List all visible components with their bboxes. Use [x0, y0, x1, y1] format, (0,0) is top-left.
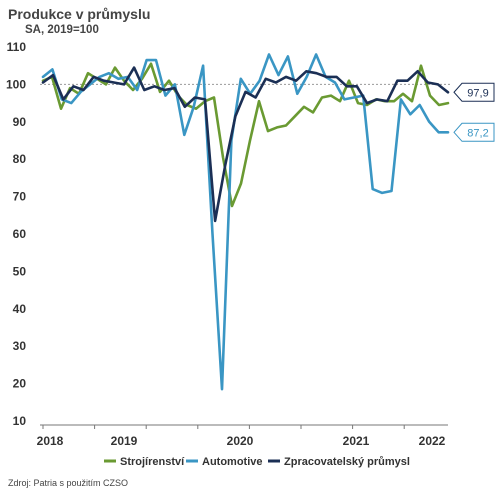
end-label: 87,2 [453, 122, 495, 142]
x-tick-label: 2019 [111, 434, 138, 448]
x-tick-label: 2021 [343, 434, 370, 448]
legend-item: Strojírenství [104, 456, 185, 468]
y-tick-label: 50 [13, 264, 27, 278]
y-tick-label: 100 [6, 77, 26, 91]
x-tick-label: 2020 [227, 434, 254, 448]
y-tick-label: 90 [13, 115, 27, 129]
legend-item: Automotive [186, 456, 263, 468]
y-tick-label: 70 [13, 190, 27, 204]
chart-source: Zdroj: Patria s použitím CZSO [8, 478, 129, 488]
y-tick-label: 110 [7, 40, 27, 54]
legend-label: Zpracovatelský průmysl [284, 456, 410, 468]
y-tick-label: 80 [13, 152, 27, 166]
x-tick-label: 2018 [37, 434, 64, 448]
end-label-text: 97,9 [467, 87, 488, 99]
x-tick-label: 2022 [419, 434, 446, 448]
y-tick-label: 60 [13, 227, 27, 241]
y-tick-label: 30 [13, 339, 27, 353]
legend-label: Strojírenství [120, 456, 185, 468]
legend-item: Zpracovatelský průmysl [268, 456, 410, 468]
y-tick-label: 40 [13, 302, 27, 316]
end-label-box [453, 122, 495, 142]
chart-title: Produkce v průmyslu [8, 6, 151, 22]
end-label: 97,9 [453, 82, 495, 102]
series-line [41, 66, 450, 223]
series-line [41, 53, 450, 391]
legend-label: Automotive [202, 456, 263, 468]
chart-subtitle: SA, 2019=100 [25, 24, 99, 36]
y-tick-label: 20 [13, 377, 27, 391]
end-label-text: 87,2 [467, 127, 488, 139]
end-label-box [453, 82, 495, 102]
y-tick-label: 10 [13, 414, 27, 428]
